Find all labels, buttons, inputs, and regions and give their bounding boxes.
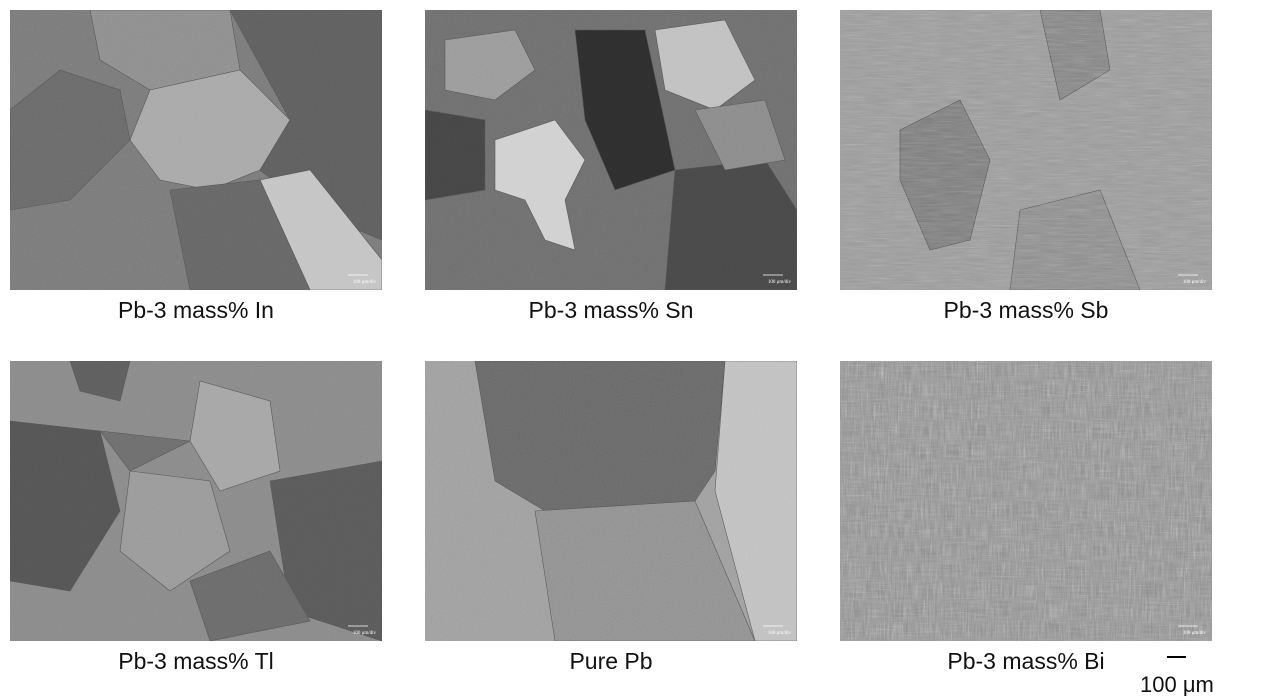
micrograph-image: 100 μm/div	[840, 10, 1212, 290]
texture	[10, 361, 382, 641]
texture	[840, 10, 1212, 290]
micrograph: 100 μm/div	[840, 361, 1212, 641]
caption: Pb-3 mass% Tl	[118, 648, 274, 674]
micro-scale-label: 100 μm/div	[768, 631, 792, 636]
micro-scale-label: 100 μm/div	[1183, 280, 1207, 285]
texture	[10, 10, 382, 290]
micro-scale-label: 100 μm/div	[353, 280, 377, 285]
texture	[840, 361, 1212, 641]
figure: 100 μm 100 μm/div Pb-3 mass% In 100 μm/div…	[0, 0, 1273, 700]
caption: Pb-3 mass% Sn	[529, 297, 694, 323]
caption: Pure Pb	[569, 648, 652, 674]
texture	[425, 361, 797, 641]
micrograph-image: 100 μm/div	[10, 361, 382, 641]
micrograph: 100 μm/div	[840, 10, 1212, 290]
caption: Pb-3 mass% Sb	[944, 297, 1109, 323]
micrograph: 100 μm/div	[425, 10, 797, 290]
scale-bar-label: 100 μm	[1140, 672, 1214, 697]
texture	[425, 10, 797, 290]
micrograph: 100 μm/div	[10, 361, 382, 641]
caption: Pb-3 mass% In	[118, 297, 274, 323]
micro-scale-label: 100 μm/div	[353, 631, 377, 636]
caption: Pb-3 mass% Bi	[947, 648, 1104, 674]
micrograph: 100 μm/div	[10, 10, 382, 290]
micro-scale-label: 100 μm/div	[768, 280, 792, 285]
micro-scale-label: 100 μm/div	[1183, 631, 1207, 636]
micrograph-image: 100 μm/div	[10, 10, 382, 290]
micrograph-image: 100 μm/div	[840, 361, 1212, 641]
micrograph: 100 μm/div	[425, 361, 797, 641]
micrograph-image: 100 μm/div	[425, 361, 797, 641]
micrograph-image: 100 μm/div	[425, 10, 797, 290]
